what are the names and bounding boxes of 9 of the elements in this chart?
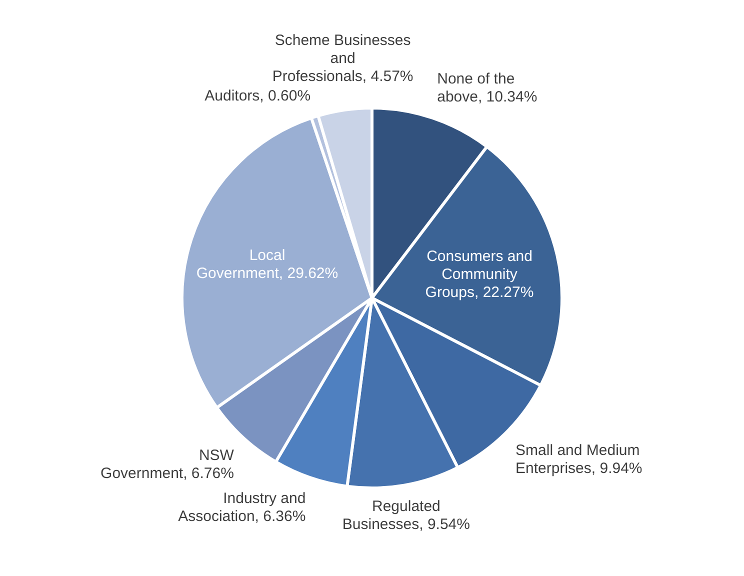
slice-label: Auditors, 0.60% — [204, 87, 311, 104]
slice-label: None of the above, 10.34% — [437, 70, 538, 106]
slice-label: Industry and Association, 6.36% — [178, 490, 306, 525]
slice-label: NSW Government, 6.76% — [100, 447, 235, 482]
slice-label: Small and Medium Enterprises, 9.94% — [516, 442, 642, 477]
slice-label: Regulated Businesses, 9.54% — [342, 498, 470, 534]
slice-label: Scheme Businesses and Professionals, 4.57% — [272, 32, 414, 86]
slice-label: Consumers and Community Groups, 22.27% — [425, 248, 534, 301]
slice-label: Local Government, 29.62% — [196, 246, 338, 282]
